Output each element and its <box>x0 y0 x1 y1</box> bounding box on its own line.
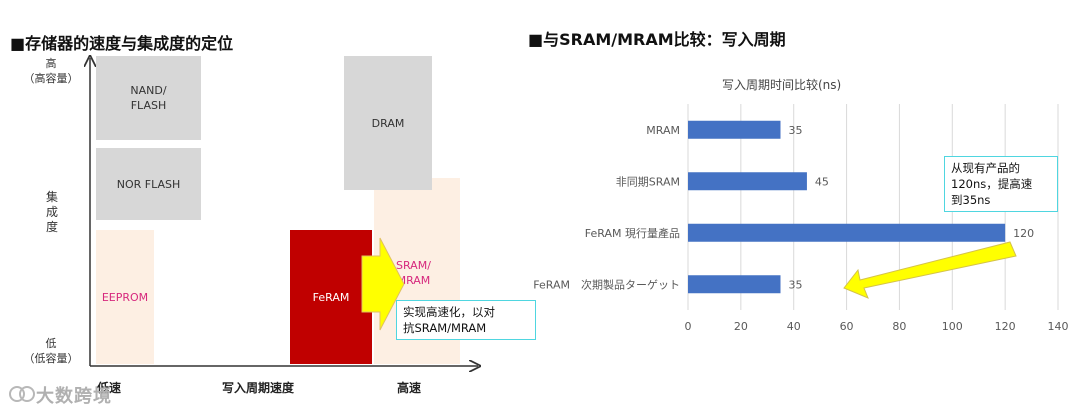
right-panel-title: ■与SRAM/MRAM比较：写入周期 <box>528 30 786 49</box>
bar <box>688 172 807 191</box>
x-tick-label: 100 <box>942 320 963 333</box>
x-axis-high-label: 高速 <box>397 381 422 395</box>
x-tick-label: 40 <box>787 320 801 333</box>
x-axis-title: 写入周期速度 <box>222 381 295 395</box>
category-label: MRAM <box>646 124 680 137</box>
bar <box>688 120 781 139</box>
left-callout: 实现高速化，以对 抗SRAM/MRAM <box>396 300 536 340</box>
dram-box: DRAM <box>344 56 432 190</box>
right-callout: 从现有产品的 120ns，提高速 到35ns <box>944 156 1058 212</box>
x-tick-label: 0 <box>685 320 692 333</box>
bar-value-label: 35 <box>789 124 803 137</box>
category-label: FeRAM 現行量產品 <box>585 226 680 240</box>
category-label: FeRAM 次期製品ターゲット <box>533 277 680 291</box>
y-axis-title: 集 成 度 <box>45 190 58 234</box>
category-label: 非同期SRAM <box>616 175 680 188</box>
y-axis-low-label: 低 （低容量） <box>23 337 79 365</box>
x-tick-label: 60 <box>840 320 854 333</box>
feram-arrow-icon <box>361 237 405 331</box>
eeprom-box: EEPROM <box>96 230 154 364</box>
left-axes <box>0 0 540 415</box>
x-tick-label: 80 <box>892 320 906 333</box>
feram-box: FeRAM <box>290 230 372 364</box>
watermark-logo-icon <box>9 386 35 402</box>
nor-flash-box: NOR FLASH <box>96 148 201 220</box>
nand-flash-box: NAND/ FLASH <box>96 56 201 140</box>
write-cycle-bar-chart: 0 20 40 60 80 100 120 140 MRAM 35 非同期SRAM 45 FeRAM 現… <box>533 104 1069 333</box>
bar <box>688 223 1006 242</box>
x-axis-low-label: 低速 <box>97 381 122 395</box>
bar-value-label: 35 <box>789 278 803 291</box>
chart-arrow-icon <box>843 241 1017 299</box>
bar <box>688 275 781 294</box>
y-axis-high-label: 高 （高容量） <box>23 57 79 85</box>
watermark: 大数跨境 <box>36 386 112 407</box>
bar-value-label: 45 <box>815 175 829 188</box>
x-tick-label: 140 <box>1048 320 1069 333</box>
chart-title: 写入周期时间比较(ns) <box>722 78 842 92</box>
bar-value-label: 120 <box>1013 227 1034 240</box>
left-panel-title: ■存储器的速度与集成度的定位 <box>10 34 234 53</box>
x-tick-label: 20 <box>734 320 748 333</box>
x-tick-label: 120 <box>995 320 1016 333</box>
